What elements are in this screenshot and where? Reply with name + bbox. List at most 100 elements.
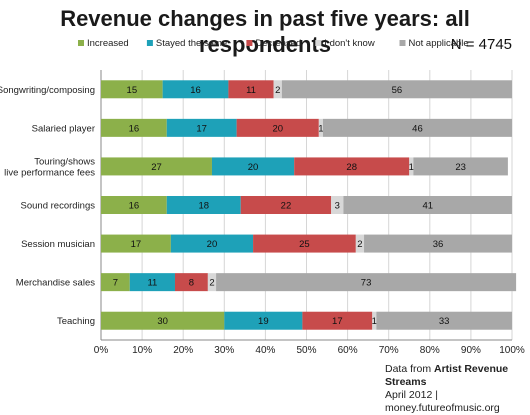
data-label: 27	[151, 162, 162, 173]
source-line: Data from Artist Revenue Streams	[385, 363, 530, 389]
legend-label: Not applicable	[409, 38, 469, 49]
bar-segment	[364, 234, 512, 253]
category-label: Teaching	[57, 316, 95, 327]
bar-segment	[170, 234, 254, 253]
x-tick-label: 60%	[338, 345, 358, 356]
stacked-bar-chart: 0% 10% 20% 30% 40% 50% 60% 70% 80% 90% 100% Increas…	[0, 38, 525, 356]
source-prefix: Data from	[385, 363, 435, 375]
legend-swatch	[246, 40, 253, 46]
data-label: 1	[409, 162, 414, 173]
chart-title: Revenue changes in past five years: all …	[60, 6, 470, 57]
data-label: 16	[190, 85, 201, 96]
data-label: 2	[357, 239, 362, 250]
bar-segment	[302, 311, 373, 330]
data-label: 7	[113, 278, 118, 289]
bar-segment	[207, 273, 217, 292]
category-label: Session musician	[21, 239, 95, 250]
bar-segment	[409, 157, 414, 176]
data-label: 19	[258, 316, 269, 327]
legend-label: Stayed the same	[156, 38, 227, 49]
x-tick-label: 10%	[132, 345, 152, 356]
data-label: 28	[346, 162, 357, 173]
data-label: 20	[248, 162, 259, 173]
data-label: 3	[335, 201, 340, 212]
legend-label: Increased	[87, 38, 129, 49]
x-tick-label: 20%	[173, 345, 193, 356]
bar-segment	[211, 157, 295, 176]
data-label: 20	[207, 239, 218, 250]
legend-swatch	[78, 40, 84, 46]
category-label: Merchandise sales	[16, 278, 95, 289]
data-label: 16	[129, 123, 140, 134]
data-label: 46	[412, 123, 423, 134]
bar-segment	[240, 196, 332, 214]
data-label: 2	[209, 278, 214, 289]
bar-segment	[101, 118, 167, 137]
source-footer: Data from Artist Revenue Streams April 2…	[385, 363, 530, 415]
bar-segment	[101, 196, 167, 214]
source-name: Artist Revenue Streams	[385, 363, 509, 388]
data-label: 33	[439, 316, 450, 327]
bar-segment	[318, 118, 323, 137]
bar-segment	[101, 273, 130, 292]
bar-segment	[331, 196, 344, 214]
legend-label: I don't know	[324, 38, 375, 49]
legend-swatch	[399, 40, 406, 46]
bar-segment	[101, 157, 212, 176]
legend-label: Decreased	[255, 38, 301, 49]
data-label: 17	[332, 316, 343, 327]
data-label: 25	[299, 239, 310, 250]
data-label: 41	[422, 201, 433, 212]
data-label: 8	[189, 278, 194, 289]
bar-segment	[174, 273, 208, 292]
bar-segment	[372, 311, 377, 330]
x-tick-label: 100%	[499, 345, 525, 356]
bar-segment	[166, 196, 241, 214]
category-label: Salaried player	[32, 123, 95, 134]
data-label: 11	[147, 278, 157, 289]
bar-segment	[322, 118, 512, 137]
data-label: 16	[129, 201, 140, 212]
data-label: 36	[433, 239, 444, 250]
data-label: 18	[198, 201, 209, 212]
data-label: 17	[196, 123, 207, 134]
data-label: 11	[246, 85, 256, 96]
data-label: 17	[131, 239, 142, 250]
bar-segment	[129, 273, 175, 292]
legend-swatch	[315, 40, 322, 46]
bar-segment	[101, 311, 225, 330]
bar-segment	[236, 118, 319, 137]
bar-segment	[343, 196, 512, 214]
category-label: Touring/shows	[34, 156, 95, 167]
bar-segment	[166, 118, 237, 137]
x-tick-label: 50%	[296, 345, 316, 356]
data-label: 23	[455, 162, 466, 173]
x-tick-label: 90%	[461, 345, 481, 356]
bar-segment	[273, 80, 282, 99]
bar-segment	[413, 157, 508, 176]
bar-segment	[228, 80, 274, 99]
bar-segment	[253, 234, 356, 253]
x-tick-label: 40%	[255, 345, 275, 356]
data-label: 20	[272, 123, 283, 134]
data-label: 56	[392, 85, 403, 96]
data-label: 22	[281, 201, 292, 212]
category-label: Sound recordings	[21, 201, 96, 212]
bar-segment	[281, 80, 512, 99]
legend-swatch	[146, 40, 153, 46]
data-label: 1	[372, 316, 377, 327]
data-label: 73	[361, 278, 372, 289]
data-label: 15	[127, 85, 138, 96]
bar-segment	[224, 311, 303, 330]
category-label: Songwriting/composing	[0, 85, 95, 96]
bar-segment	[294, 157, 410, 176]
bar-segment	[216, 273, 517, 292]
data-label: 2	[275, 85, 280, 96]
bar-segment	[376, 311, 512, 330]
bar-segment	[101, 80, 163, 99]
bar-segment	[101, 234, 171, 253]
sample-size-label: N = 4745	[450, 36, 512, 53]
x-tick-label: 30%	[214, 345, 234, 356]
data-label: 30	[157, 316, 168, 327]
x-tick-label: 0%	[94, 345, 109, 356]
